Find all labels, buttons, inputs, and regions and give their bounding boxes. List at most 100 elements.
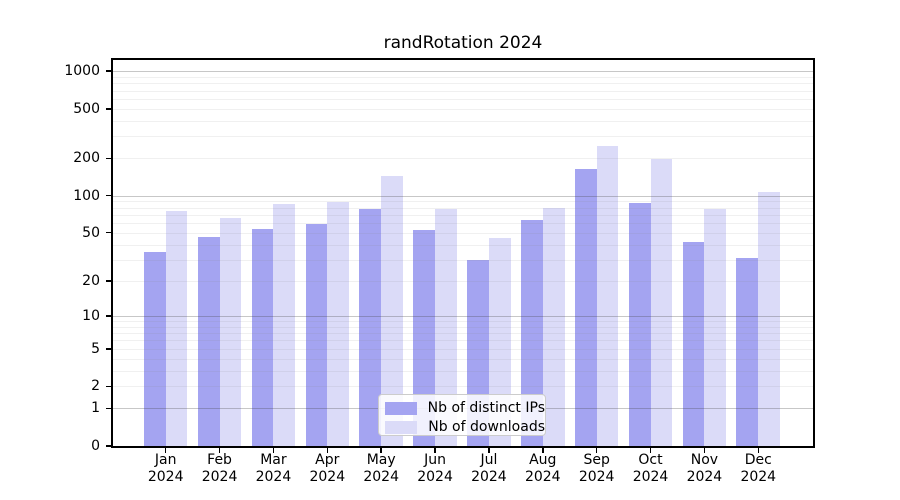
legend-swatch-distinct-ips	[385, 401, 417, 415]
bar-nb-of-downloads-sep	[596, 145, 619, 446]
gridline-minor	[113, 358, 813, 360]
gridline-minor	[113, 259, 813, 261]
bar-nb-of-downloads-aug	[542, 207, 565, 446]
gridline-minor	[113, 326, 813, 328]
gridline-minor	[113, 136, 813, 138]
y-tick	[106, 194, 113, 197]
bar-nb-of-downloads-jun	[435, 208, 457, 446]
x-tick	[380, 448, 382, 453]
gridline-minor	[113, 90, 813, 92]
x-tick	[542, 448, 544, 453]
y-tick-label: 0	[91, 438, 100, 454]
x-tick	[595, 448, 598, 453]
bar-nb-of-distinct-ips-sep	[574, 168, 597, 446]
x-tick	[649, 448, 652, 453]
bar-nb-of-downloads-apr	[327, 201, 350, 446]
bar-nb-of-downloads-oct	[650, 159, 673, 446]
y-tick	[106, 385, 113, 388]
y-tick	[106, 231, 113, 234]
y-tick	[106, 348, 113, 350]
gridline-minor	[113, 280, 813, 282]
x-tick-label: Aug 2024	[524, 452, 561, 485]
y-tick-label: 500	[73, 100, 100, 117]
gridline-minor	[113, 333, 813, 335]
x-tick-label: Oct 2024	[632, 452, 669, 485]
bar-nb-of-downloads-may	[381, 176, 403, 446]
y-tick	[106, 70, 113, 72]
y-tick	[106, 315, 113, 317]
legend: Nb of distinct IPs Nb of downloads	[378, 394, 546, 436]
x-tick	[326, 448, 329, 453]
y-tick-label: 1	[91, 400, 100, 417]
y-tick	[106, 280, 113, 282]
gridline-minor	[113, 158, 813, 160]
legend-label-distinct-ips: Nb of distinct IPs	[427, 400, 545, 416]
plot-area	[113, 60, 813, 446]
gridline-minor	[113, 340, 813, 342]
gridline-major	[113, 195, 813, 197]
x-tick	[703, 448, 706, 453]
x-tick-label: Sep 2024	[578, 452, 615, 485]
gridline-minor	[113, 207, 813, 209]
bar-nb-of-distinct-ips-nov	[682, 241, 705, 446]
x-tick-label: Nov 2024	[686, 452, 723, 485]
gridline-minor	[113, 201, 813, 203]
bar-nb-of-downloads-jan	[165, 211, 188, 446]
chart-title: randRotation 2024	[383, 33, 543, 53]
legend-item-distinct-ips: Nb of distinct IPs	[385, 400, 545, 416]
gridline-minor	[113, 321, 813, 323]
x-tick-label: Jan 2024	[147, 452, 184, 485]
gridline-minor	[113, 108, 813, 110]
bar-nb-of-downloads-dec	[758, 192, 781, 446]
x-tick	[434, 448, 436, 453]
y-tick-label: 20	[82, 272, 100, 289]
legend-item-downloads: Nb of downloads	[385, 419, 545, 435]
bar-nb-of-downloads-mar	[273, 203, 296, 446]
legend-label-downloads: Nb of downloads	[428, 419, 545, 435]
x-tick-label: Jun 2024	[417, 452, 453, 485]
gridline-minor	[113, 348, 813, 350]
bar-nb-of-distinct-ips-jun	[413, 229, 436, 446]
bar-nb-of-distinct-ips-mar	[251, 228, 274, 446]
gridline-major	[113, 315, 813, 317]
y-tick	[106, 157, 113, 160]
x-tick-label: Apr 2024	[309, 452, 346, 485]
x-tick-label: May 2024	[363, 452, 399, 485]
x-tick-label: Dec 2024	[740, 452, 777, 485]
y-tick-label: 1000	[64, 63, 100, 80]
bar-nb-of-downloads-feb	[219, 217, 242, 446]
bar-nb-of-distinct-ips-feb	[197, 237, 220, 446]
y-tick-label: 5	[91, 340, 100, 357]
bar-nb-of-downloads-nov	[704, 208, 727, 446]
bar-nb-of-distinct-ips-jan	[143, 251, 166, 446]
y-tick	[106, 108, 113, 110]
gridline-minor	[113, 223, 813, 224]
legend-swatch-downloads	[385, 420, 418, 434]
gridline-minor	[113, 232, 813, 234]
y-tick-label: 100	[73, 187, 100, 204]
bar-nb-of-distinct-ips-dec	[736, 258, 759, 446]
gridline-minor	[113, 76, 813, 78]
x-tick	[218, 448, 221, 453]
bar-nb-of-distinct-ips-apr	[305, 223, 328, 446]
x-tick-label: Mar 2024	[255, 452, 292, 485]
x-tick	[488, 448, 490, 453]
gridline-minor	[113, 83, 813, 85]
x-tick-label: Feb 2024	[201, 452, 238, 485]
gridline-minor	[113, 214, 813, 216]
gridline-minor	[113, 244, 813, 246]
gridline-minor	[113, 370, 813, 372]
y-tick	[106, 407, 113, 410]
y-tick-label: 10	[82, 307, 100, 324]
bar-nb-of-distinct-ips-aug	[520, 220, 543, 446]
gridline-minor	[113, 120, 813, 122]
y-tick-label: 2	[91, 378, 100, 395]
y-tick-label: 50	[82, 224, 100, 241]
gridline-major	[113, 71, 813, 73]
gridline-minor	[113, 98, 813, 100]
gridline-minor	[113, 386, 813, 388]
x-tick	[164, 448, 167, 453]
x-tick	[272, 448, 275, 453]
x-tick	[757, 448, 760, 453]
